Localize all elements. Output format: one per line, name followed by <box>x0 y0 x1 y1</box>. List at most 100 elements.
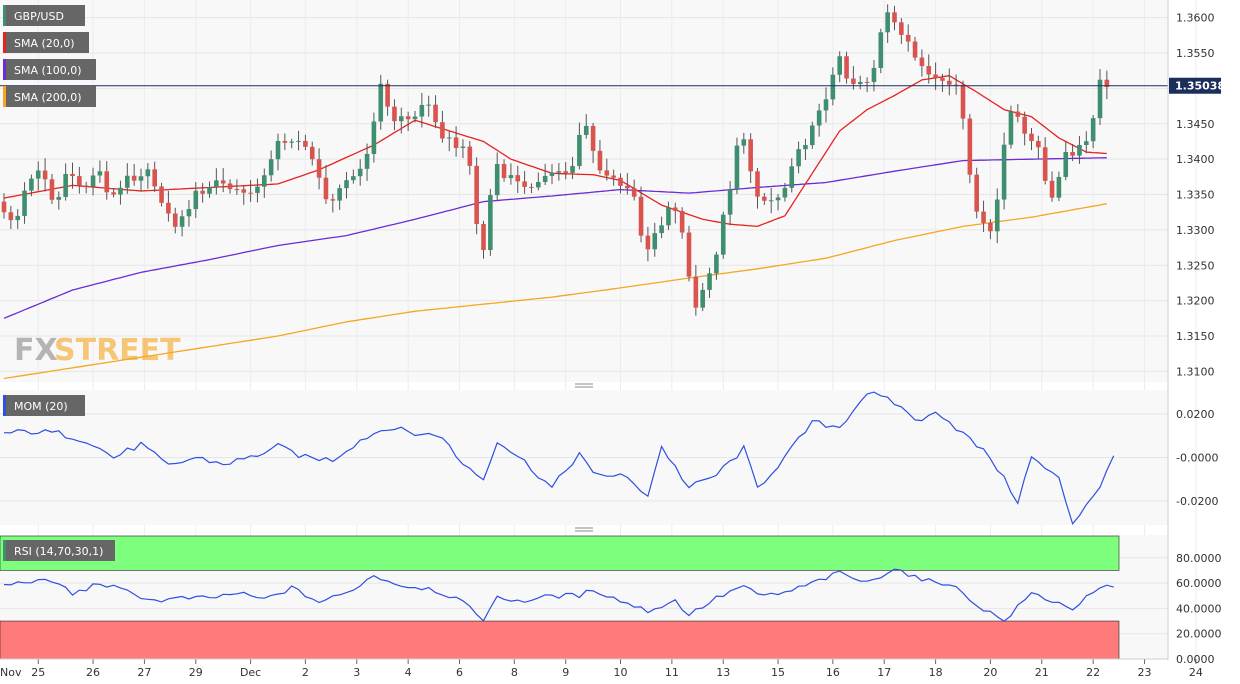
candle-body <box>762 196 767 201</box>
candle-body <box>1049 180 1055 198</box>
legend-sma200[interactable]: SMA (200,0) <box>3 86 96 107</box>
rsi-y-axis: 80.0000 60.0000 40.0000 20.0000 0.0000 <box>1176 552 1222 666</box>
candle-bullish <box>885 4 890 43</box>
candle-body <box>755 171 760 197</box>
candle-body <box>604 170 610 176</box>
candle-body <box>433 104 438 123</box>
candle-bullish <box>666 201 671 230</box>
candle-bearish <box>70 162 75 189</box>
candle-body <box>515 175 521 182</box>
x-tick-label: 15 <box>771 666 785 679</box>
candle-bullish <box>494 152 500 200</box>
candle-bearish <box>590 122 596 164</box>
candle-body <box>830 74 836 100</box>
candle-body <box>871 67 877 82</box>
candle-bullish <box>488 188 493 256</box>
candle-body <box>1097 79 1103 119</box>
candle-bullish <box>810 121 815 149</box>
candle-bearish <box>1049 171 1055 202</box>
candle-bearish <box>111 188 116 198</box>
candle-bearish <box>645 226 651 262</box>
candle-bearish <box>926 54 932 84</box>
candle-body <box>296 140 301 142</box>
candle-body <box>49 179 55 200</box>
candle-bullish <box>823 87 829 123</box>
candle-bullish <box>768 187 774 214</box>
candle-bullish <box>727 181 733 226</box>
candle-bearish <box>905 24 911 52</box>
candle-bullish <box>1077 135 1082 164</box>
candle-bearish <box>77 166 82 194</box>
candle-body <box>460 146 466 148</box>
candle-bearish <box>597 139 603 174</box>
candle-body <box>131 175 137 181</box>
candle-body <box>364 153 370 169</box>
legend-sma100[interactable]: SMA (100,0) <box>3 59 96 80</box>
candle-bearish <box>529 183 534 194</box>
candle-body <box>851 78 856 85</box>
candle-body <box>611 175 616 178</box>
candle-body <box>981 211 986 223</box>
candle-body <box>330 199 336 201</box>
legend-gbpusd-bg <box>3 5 85 26</box>
candle-body <box>837 56 842 75</box>
candle-bullish <box>775 193 781 211</box>
candle-body <box>118 187 123 195</box>
candle-body <box>926 66 932 75</box>
candle-bearish <box>282 133 288 151</box>
candle-body <box>974 174 979 212</box>
watermark-street: STREET <box>54 333 181 368</box>
candle-body <box>159 186 164 203</box>
candle-body <box>885 12 890 33</box>
rsi-line <box>3 568 1114 622</box>
candle-bullish <box>707 267 712 298</box>
candle-bearish <box>755 167 760 209</box>
candle-body <box>803 145 808 150</box>
price-tick-label: 1.3200 <box>1176 295 1215 308</box>
legend-sma20[interactable]: SMA (20,0) <box>3 32 89 53</box>
price-tick-label: 1.3600 <box>1176 12 1215 25</box>
candle-bearish <box>433 95 438 129</box>
legend-gbpusd[interactable]: GBP/USD <box>3 5 85 26</box>
candle-bullish <box>426 95 431 117</box>
candle-body <box>994 199 1000 232</box>
panel-splitter-2[interactable] <box>575 527 593 532</box>
candle-bullish <box>556 163 562 181</box>
candle-body <box>392 106 397 122</box>
momentum-tick-label: -0.0200 <box>1176 495 1218 508</box>
legend-sma100-bg <box>3 59 96 80</box>
legend-mom[interactable]: MOM (20) <box>3 395 85 416</box>
candle-bullish <box>782 182 788 202</box>
legend-sma20-swatch <box>3 32 6 53</box>
candle-body <box>214 180 219 188</box>
candle-body <box>405 116 411 120</box>
candle-body <box>70 173 75 177</box>
candle-body <box>1036 141 1041 148</box>
panel-splitter-1[interactable] <box>575 383 593 388</box>
candle-body <box>446 137 452 139</box>
candle-bearish <box>988 219 993 240</box>
candle-body <box>529 186 534 188</box>
candle-body <box>15 215 20 221</box>
candle-body <box>29 178 34 191</box>
candle-bullish <box>878 28 884 74</box>
candle-body <box>953 84 959 86</box>
candle-body <box>892 12 897 23</box>
legend-rsi[interactable]: RSI (14,70,30,1) <box>3 540 115 561</box>
candle-bullish <box>371 112 377 163</box>
legend-mom-swatch <box>3 395 6 416</box>
candle-body <box>542 175 548 183</box>
legend-sma200-swatch <box>3 86 6 107</box>
candle-bullish <box>35 161 41 191</box>
candle-body <box>501 163 507 179</box>
candle-body <box>22 190 27 216</box>
candle-body <box>412 116 418 120</box>
candle-bullish <box>268 150 274 182</box>
watermark-fx: FX <box>14 333 58 368</box>
x-tick-label: 17 <box>877 666 891 679</box>
candle-bearish <box>899 18 904 44</box>
x-tick-label: 22 <box>1086 666 1100 679</box>
candle-body <box>673 207 678 211</box>
candle-bearish <box>309 141 315 166</box>
